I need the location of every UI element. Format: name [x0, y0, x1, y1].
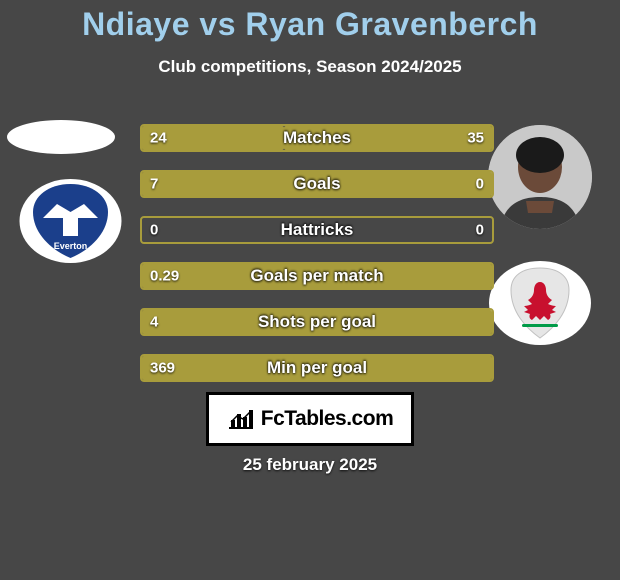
stat-row: 4 Shots per goal: [140, 308, 494, 336]
stat-row: 0 0 Hattricks: [140, 216, 494, 244]
player-right-avatar: [488, 125, 592, 229]
stat-label: Hattricks: [281, 220, 354, 240]
stat-value-left: 369: [150, 360, 175, 377]
stat-value-left: 0: [150, 222, 158, 239]
stat-row: 0.29 Goals per match: [140, 262, 494, 290]
stat-label: Goals per match: [250, 266, 383, 286]
footer-date: 25 february 2025: [243, 455, 377, 475]
stat-value-left: 0.29: [150, 268, 179, 285]
comparison-title: Ndiaye vs Ryan Gravenberch: [0, 0, 620, 43]
stat-row: 369 Min per goal: [140, 354, 494, 382]
stat-label: Min per goal: [267, 358, 367, 378]
stat-value-right: 35: [467, 130, 484, 147]
stat-bars: 24 35 Matches 7 0 Goals 0 0 Hattricks 0.29 Goals p…: [140, 124, 494, 400]
stat-value-right: 0: [476, 222, 484, 239]
stat-label: Goals: [293, 174, 340, 194]
stat-label: Matches: [283, 128, 351, 148]
stat-row: 7 0 Goals: [140, 170, 494, 198]
stat-value-left: 24: [150, 130, 167, 147]
player-left-avatar: [7, 120, 115, 154]
stat-value-right: 0: [476, 176, 484, 193]
stat-value-left: 7: [150, 176, 158, 193]
source-badge-text: FcTables.com: [261, 407, 394, 431]
comparison-subtitle: Club competitions, Season 2024/2025: [0, 43, 620, 77]
stat-label: Shots per goal: [258, 312, 376, 332]
club-crest-left: Everton: [19, 178, 122, 264]
svg-text:Everton: Everton: [54, 241, 88, 251]
bar-chart-icon: [227, 408, 255, 430]
club-crest-right: [488, 260, 592, 346]
stat-value-left: 4: [150, 314, 158, 331]
source-badge: FcTables.com: [206, 392, 414, 446]
stat-row: 24 35 Matches: [140, 124, 494, 152]
